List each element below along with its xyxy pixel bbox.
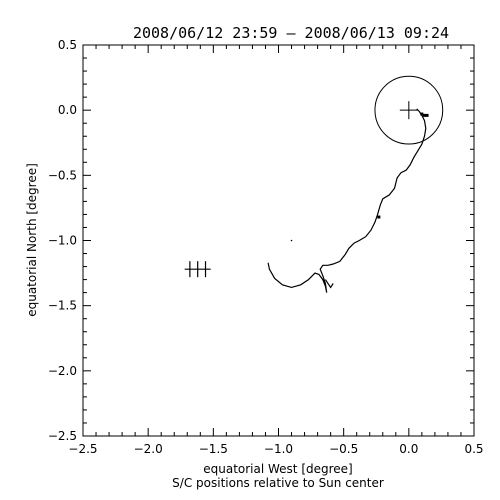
x-tick-label: −0.5 [329, 442, 358, 456]
sun-disk-circle [374, 75, 444, 145]
x-tick-label: −1.0 [264, 442, 293, 456]
y-axis-label: equatorial North [degree] [25, 163, 39, 317]
y-tick-label: 0.0 [58, 103, 77, 117]
stray-point [290, 239, 293, 242]
x-tick-label: −2.0 [134, 442, 163, 456]
x-tick-label: 0.0 [399, 442, 418, 456]
y-tick-label: −2.5 [48, 429, 77, 443]
sc-position-marker [425, 113, 429, 117]
x-axis-label: equatorial West [degree] [203, 462, 353, 476]
x-tick-label: −2.5 [68, 442, 97, 456]
sc-position-marker [422, 113, 426, 117]
y-tick-label: −1.0 [48, 234, 77, 248]
sc-trajectory-loop [324, 279, 334, 289]
x-axis: −2.5 −2.0 −1.5 −1.0 −0.5 0.0 0.5 [68, 45, 484, 456]
y-tick-label: −1.5 [48, 299, 77, 313]
y-tick-label: 0.5 [58, 38, 77, 52]
sc-trajectory [267, 108, 427, 293]
chart-marks [184, 75, 444, 293]
y-tick-label: −2.0 [48, 364, 77, 378]
chart-title: 2008/06/12 23:59 – 2008/06/13 09:24 [133, 24, 449, 42]
x-tick-label: −1.5 [199, 442, 228, 456]
y-axis: −2.5 −2.0 −1.5 −1.0 −0.5 0.0 0.5 [48, 38, 474, 443]
y-tick-label: −0.5 [48, 168, 77, 182]
x-tick-label: 0.5 [464, 442, 483, 456]
chart-subtitle: S/C positions relative to Sun center [172, 476, 384, 490]
sc-position-marker [420, 112, 424, 116]
sc-trajectory-marker [377, 215, 381, 219]
